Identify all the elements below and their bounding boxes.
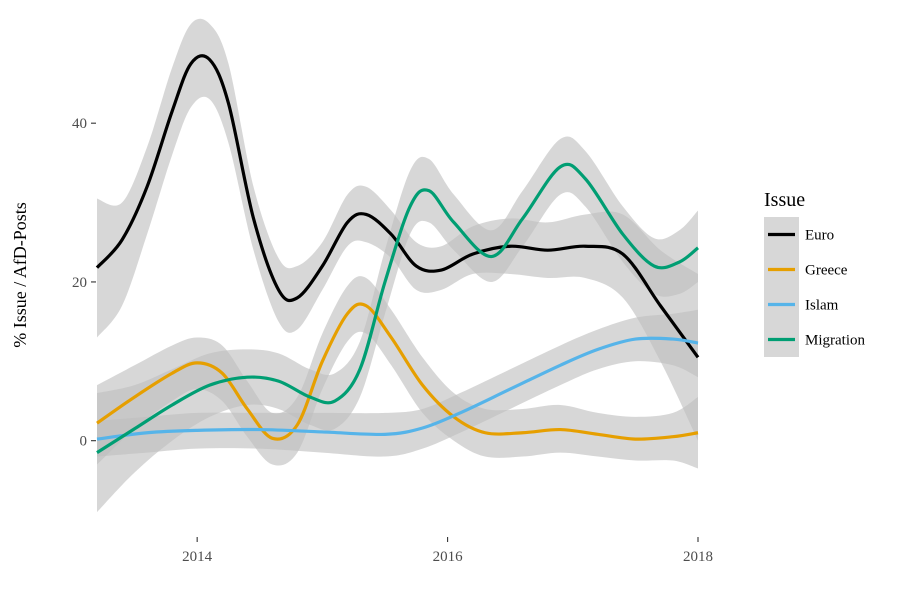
legend: Issue Euro Greece Islam Migration bbox=[764, 189, 865, 357]
x-tick-label-2014: 2014 bbox=[182, 549, 213, 565]
series-line-euro bbox=[95, 54, 700, 359]
y-tick-label-40: 40 bbox=[72, 116, 87, 132]
legend-item-islam: Islam bbox=[764, 287, 839, 322]
x-tick-label-2018: 2018 bbox=[683, 549, 713, 565]
legend-label-greece: Greece bbox=[805, 263, 848, 279]
legend-item-euro: Euro bbox=[764, 217, 834, 252]
x-tick-label-2016: 2016 bbox=[433, 549, 464, 565]
y-axis: 0 20 40 bbox=[72, 116, 96, 450]
x-axis: 2014 2016 2018 bbox=[182, 537, 713, 565]
confidence-band-islam bbox=[97, 309, 698, 457]
y-axis-title: % Issue / AfD-Posts bbox=[10, 202, 30, 348]
series-lines bbox=[95, 54, 700, 454]
legend-label-islam: Islam bbox=[805, 298, 839, 314]
y-tick-label-0: 0 bbox=[80, 434, 88, 450]
legend-title: Issue bbox=[764, 189, 805, 211]
legend-label-migration: Migration bbox=[805, 333, 865, 349]
series-line-migration bbox=[96, 162, 700, 454]
legend-item-greece: Greece bbox=[764, 252, 848, 287]
legend-item-migration: Migration bbox=[764, 322, 865, 357]
y-tick-label-20: 20 bbox=[72, 275, 87, 291]
legend-label-euro: Euro bbox=[805, 228, 834, 244]
series-line-greece bbox=[96, 302, 699, 441]
confidence-band-migration bbox=[97, 136, 698, 513]
confidence-bands bbox=[97, 18, 698, 513]
series-line-islam bbox=[96, 336, 699, 441]
